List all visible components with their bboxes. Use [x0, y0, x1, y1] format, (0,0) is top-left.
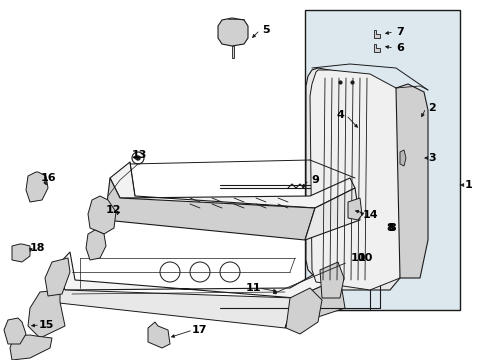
Text: 10: 10 — [349, 253, 365, 263]
Polygon shape — [305, 188, 359, 240]
Polygon shape — [305, 10, 459, 310]
Polygon shape — [231, 46, 234, 58]
Circle shape — [136, 156, 140, 160]
Polygon shape — [45, 258, 70, 296]
Text: 9: 9 — [310, 175, 318, 185]
Polygon shape — [50, 268, 294, 328]
Polygon shape — [105, 178, 314, 240]
Text: 7: 7 — [395, 27, 403, 37]
Text: 10: 10 — [357, 253, 373, 263]
Polygon shape — [399, 150, 405, 166]
Text: 14: 14 — [362, 210, 377, 220]
Polygon shape — [285, 288, 321, 334]
Text: 4: 4 — [335, 110, 343, 120]
Text: 13: 13 — [131, 150, 146, 160]
Text: 11: 11 — [245, 283, 260, 293]
Text: 12: 12 — [105, 205, 121, 215]
Polygon shape — [28, 290, 65, 338]
Polygon shape — [373, 44, 379, 52]
Text: 6: 6 — [395, 43, 403, 53]
Polygon shape — [88, 196, 116, 234]
Text: 15: 15 — [38, 320, 54, 330]
Text: 18: 18 — [29, 243, 45, 253]
Text: 1: 1 — [464, 180, 472, 190]
Polygon shape — [218, 18, 247, 46]
Text: 2: 2 — [427, 103, 435, 113]
Text: 3: 3 — [427, 153, 435, 163]
Text: 17: 17 — [191, 325, 206, 335]
Text: 8: 8 — [387, 223, 395, 233]
Polygon shape — [10, 335, 52, 360]
Polygon shape — [395, 84, 427, 278]
Polygon shape — [285, 278, 345, 328]
Polygon shape — [148, 322, 170, 348]
Text: 5: 5 — [262, 25, 269, 35]
Polygon shape — [309, 70, 405, 290]
Polygon shape — [55, 252, 339, 298]
Polygon shape — [319, 262, 343, 298]
Polygon shape — [86, 230, 106, 260]
Polygon shape — [347, 198, 361, 220]
Polygon shape — [110, 162, 354, 208]
Text: 8: 8 — [386, 223, 393, 233]
Text: 16: 16 — [41, 173, 57, 183]
Polygon shape — [4, 318, 26, 344]
Polygon shape — [305, 68, 399, 290]
Polygon shape — [373, 30, 379, 38]
Polygon shape — [12, 244, 30, 262]
Polygon shape — [26, 172, 48, 202]
